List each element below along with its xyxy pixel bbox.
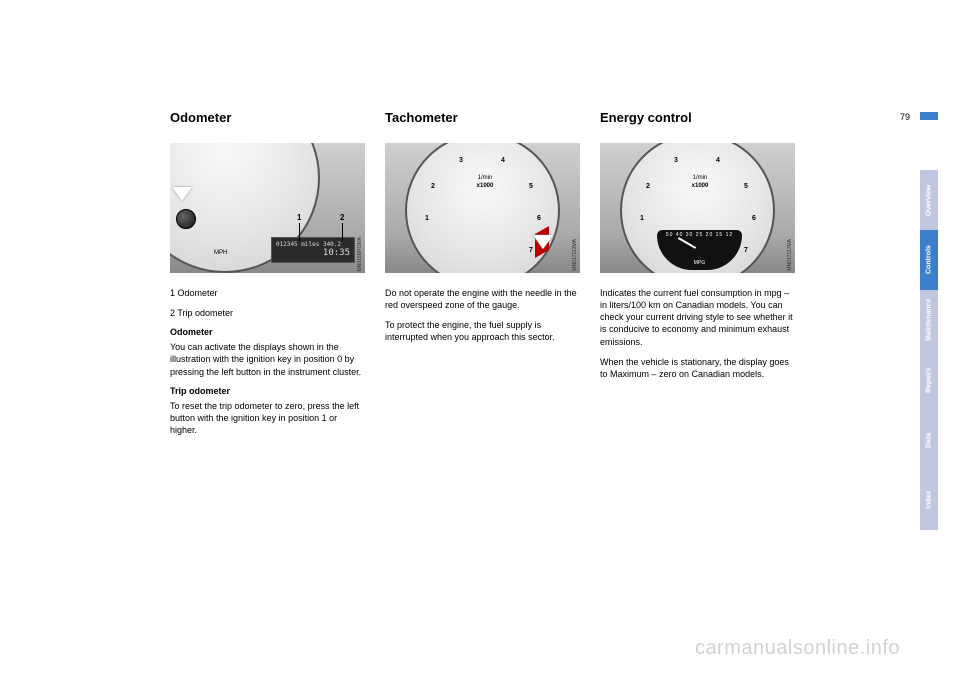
tach-para-1: Do not operate the engine with the needl… [385,287,580,311]
lcd-line1: 012345 miles 340.2 [276,241,350,248]
callout-2: 2 [340,213,344,222]
subheading-odometer: Odometer [170,327,365,337]
tach-label-top: 1/min [469,175,501,181]
page-accent-bar [920,112,938,120]
heading-energy: Energy control [600,110,795,125]
energy-para-2: When the vehicle is stationary, the disp… [600,356,795,380]
heading-odometer: Odometer [170,110,365,125]
body-trip: To reset the trip odometer to zero, pres… [170,400,365,436]
arrow-icon [172,187,192,201]
column-tachometer: Tachometer 1 2 3 4 5 6 7 1/min x1000 MN0… [385,110,580,444]
tab-overview[interactable]: Overview [920,170,938,230]
content-columns: Odometer 20 40 60 80 100 120 140 160 MPH [170,110,900,444]
tab-repairs[interactable]: Repairs [920,350,938,410]
tachometer-face: 1 2 3 4 5 6 7 1/min x1000 [405,143,560,273]
arrow-icon [533,235,553,249]
energy-para-1: Indicates the current fuel consumption i… [600,287,795,348]
illustration-ref: MN017117MA [787,239,793,271]
energy-label-bottom: x1000 [684,183,716,189]
energy-face: 1 2 3 4 5 6 7 1/min x1000 50 40 30 [620,143,775,273]
legend-2: 2 Trip odometer [170,307,365,319]
illustration-ref: MN016BROMA [357,237,363,271]
illustration-ref: MN017113MA [572,239,578,271]
column-energy: Energy control 1 2 3 4 5 6 7 1/min x1000… [600,110,795,444]
page-number: 79 [900,112,910,122]
energy-label-top: 1/min [684,175,716,181]
tab-controls[interactable]: Controls [920,230,938,290]
side-tabs: Overview Controls Maintenance Repairs Da… [920,170,938,530]
reset-knob [176,209,196,229]
callout-1: 1 [297,213,301,222]
column-odometer: Odometer 20 40 60 80 100 120 140 160 MPH [170,110,365,444]
tach-label-bottom: x1000 [469,183,501,189]
heading-tachometer: Tachometer [385,110,580,125]
page: 79 Odometer 20 40 60 80 100 120 140 160 … [0,0,960,678]
tab-index[interactable]: Index [920,470,938,530]
tab-data[interactable]: Data [920,410,938,470]
legend-1: 1 Odometer [170,287,365,299]
subheading-trip: Trip odometer [170,386,365,396]
illustration-tachometer: 1 2 3 4 5 6 7 1/min x1000 MN017113MA [385,143,580,273]
mpg-subgauge: 50 40 30 25 20 15 12 MPG [657,230,742,270]
tab-maintenance[interactable]: Maintenance [920,290,938,350]
illustration-energy: 1 2 3 4 5 6 7 1/min x1000 50 40 30 [600,143,795,273]
mpg-needle [678,237,696,249]
illustration-odometer: 20 40 60 80 100 120 140 160 MPH 012345 m… [170,143,365,273]
tach-para-2: To protect the engine, the fuel supply i… [385,319,580,343]
body-odometer: You can activate the displays shown in t… [170,341,365,377]
watermark: carmanualsonline.info [695,637,900,660]
mpg-label: MPG [657,260,742,266]
lcd-line2: 10:35 [276,248,350,259]
